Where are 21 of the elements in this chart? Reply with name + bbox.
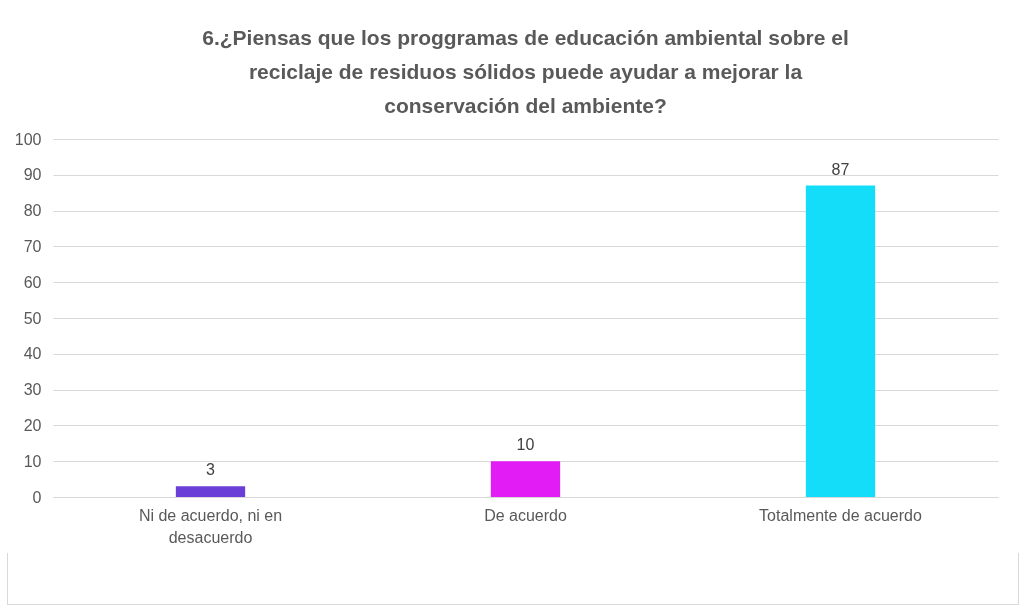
data-label: 3 — [206, 461, 216, 479]
bar — [490, 461, 561, 497]
y-tick-label: 10 — [23, 452, 42, 470]
y-tick-label: 70 — [23, 237, 42, 255]
data-label: 10 — [516, 436, 535, 454]
x-tick-label: Totalmente de acuerdo — [759, 506, 922, 524]
y-tick-label: 100 — [14, 130, 42, 148]
y-tick-label: 90 — [23, 166, 42, 184]
y-tick-label: 40 — [23, 345, 42, 363]
y-tick-label: 20 — [23, 416, 42, 434]
bar — [805, 185, 876, 497]
bar — [175, 486, 246, 497]
data-label: 87 — [831, 160, 850, 178]
chart-title: 6.¿Piensas que los proggramas de educación ambiental sobre el reciclaje de residuos sólidos puede ayudar a mejorar la conservación del ambiente? — [202, 26, 849, 117]
y-tick-label: 50 — [23, 309, 42, 327]
x-tick-label: Ni de acuerdo, ni en desacuerdo — [138, 506, 283, 546]
y-tick-label: 30 — [23, 381, 42, 399]
y-tick-label: 0 — [32, 488, 42, 506]
y-tick-label: 60 — [23, 273, 42, 291]
y-tick-label: 80 — [23, 202, 42, 220]
x-tick-label: De acuerdo — [484, 506, 567, 524]
